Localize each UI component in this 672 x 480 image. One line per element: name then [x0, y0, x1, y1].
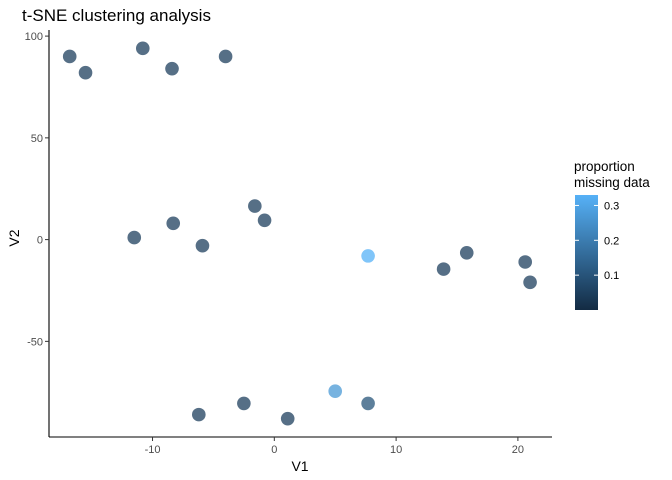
- data-point: [62, 49, 77, 64]
- data-point: [459, 246, 474, 260]
- data-point: [328, 384, 343, 399]
- legend-tick-label: 0.2: [604, 235, 619, 247]
- legend-tick-label: 0.1: [604, 270, 619, 282]
- data-point: [127, 230, 142, 245]
- data-point: [518, 255, 533, 269]
- x-tick-label: -10: [145, 444, 161, 456]
- x-tick-label: 20: [512, 444, 524, 456]
- data-point: [78, 65, 93, 80]
- y-tick-label: -50: [27, 336, 43, 348]
- data-point: [192, 407, 206, 422]
- data-point: [248, 199, 262, 213]
- data-point: [280, 411, 295, 426]
- x-tick-label: 0: [271, 444, 277, 456]
- points-layer: [62, 41, 537, 426]
- data-point: [361, 249, 375, 263]
- x-axis-title: V1: [291, 458, 308, 474]
- plot-title: t-SNE clustering analysis: [22, 6, 211, 25]
- data-point: [218, 49, 233, 64]
- y-axis-title: V2: [6, 229, 22, 246]
- legend-colorbar: [575, 195, 598, 310]
- legend-title-line-2: missing data: [574, 175, 650, 190]
- data-point: [135, 41, 150, 56]
- data-point: [165, 61, 179, 76]
- color-legend: proportion missing data 0.1 0.2 0.3: [574, 159, 650, 310]
- y-axis-ticks: -50 0 50 100: [25, 31, 49, 348]
- y-tick-label: 100: [25, 31, 43, 43]
- x-tick-label: 10: [390, 444, 402, 456]
- data-point: [257, 213, 272, 228]
- data-point: [237, 396, 251, 411]
- y-tick-label: 50: [31, 133, 43, 145]
- y-tick-label: 0: [37, 235, 43, 247]
- data-point: [436, 262, 451, 276]
- data-point: [166, 216, 181, 231]
- x-axis-ticks: -10 0 10 20: [145, 437, 524, 456]
- data-point: [195, 238, 210, 253]
- legend-title-line-1: proportion: [574, 159, 635, 174]
- data-point: [361, 396, 375, 411]
- legend-ticks: 0.1 0.2 0.3: [575, 200, 619, 282]
- data-point: [523, 275, 537, 290]
- legend-tick-label: 0.3: [604, 200, 619, 212]
